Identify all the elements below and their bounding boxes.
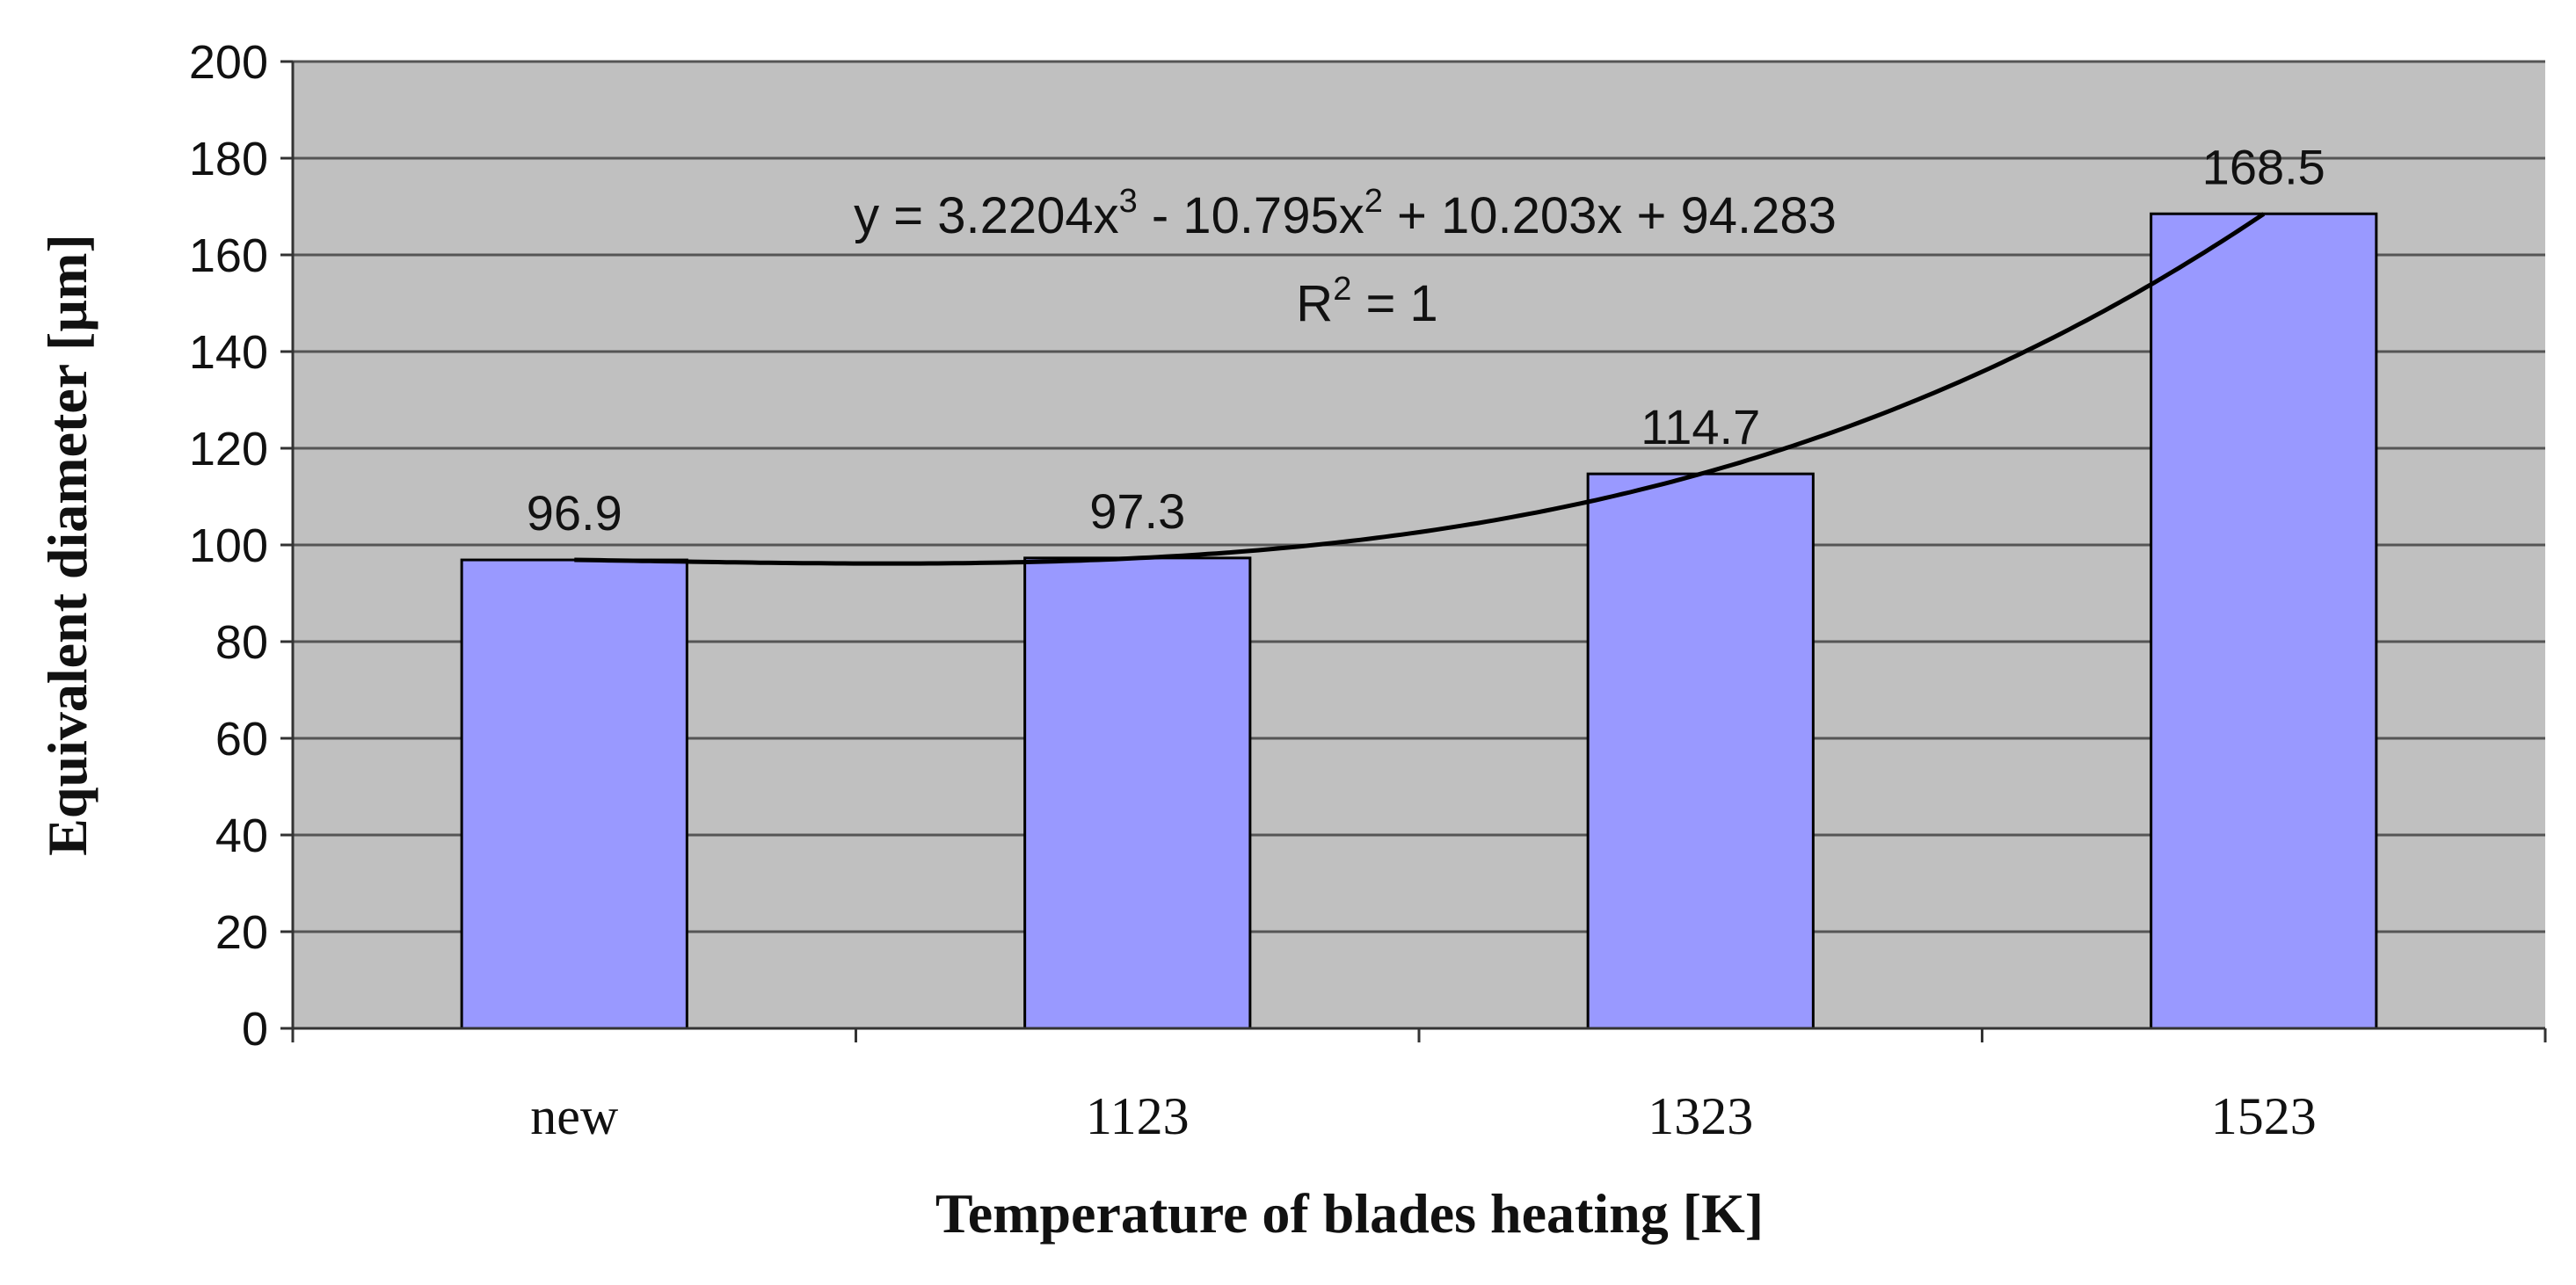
data-label-1523: 168.5	[2202, 139, 2325, 194]
y-tick-label-40: 40	[215, 809, 268, 862]
y-tick-label-160: 160	[189, 229, 268, 282]
bar-1123	[1023, 556, 1252, 1030]
y-tick-label-180: 180	[189, 133, 268, 185]
x-tick-label-1523: 1523	[2211, 1087, 2317, 1145]
x-tick-label-1123: 1123	[1086, 1087, 1190, 1145]
y-tick-label-100: 100	[189, 519, 268, 572]
data-label-1123: 97.3	[1089, 483, 1185, 539]
y-tick-label-0: 0	[242, 1003, 268, 1056]
labels: 0 20 40 60 80 100 120 140 160 180 200 new 96.9 1123 97…	[189, 36, 2325, 1145]
x-axis-title: Temperature of blades heating [K]	[935, 1182, 1764, 1245]
trendline	[574, 212, 2266, 566]
bar-new	[460, 558, 688, 1030]
x-tick-label-new: new	[530, 1087, 619, 1145]
y-axis-title: Equivalent diameter [µm]	[36, 234, 98, 856]
data-label-new: 96.9	[527, 485, 622, 541]
bar-1323	[1586, 472, 1815, 1030]
y-tick-label-120: 120	[189, 423, 268, 476]
trendline-equation: y = 3.2204x3 - 10.795x2 + 10.203x + 94.2…	[854, 183, 1837, 244]
y-tick-label-140: 140	[189, 326, 268, 379]
trendline-r-squared: R2 = 1	[1296, 271, 1437, 332]
data-label-1323: 114.7	[1641, 399, 1760, 454]
y-tick-label-60: 60	[215, 713, 268, 766]
bar-1523	[2150, 212, 2378, 1030]
axes	[280, 60, 2547, 1042]
bars	[460, 212, 2378, 1030]
x-tick-label-1323: 1323	[1648, 1087, 1753, 1145]
y-tick-label-200: 200	[189, 36, 268, 89]
y-tick-label-20: 20	[215, 906, 268, 959]
y-tick-label-80: 80	[215, 616, 268, 669]
